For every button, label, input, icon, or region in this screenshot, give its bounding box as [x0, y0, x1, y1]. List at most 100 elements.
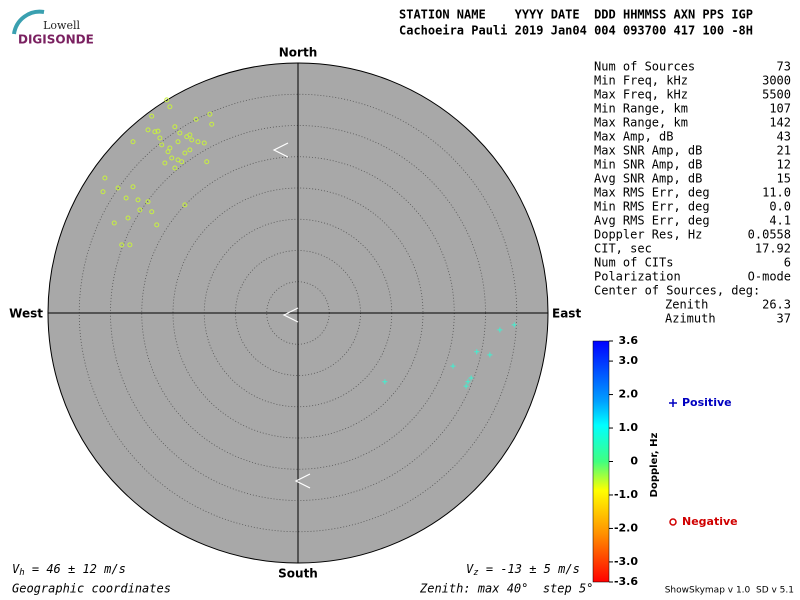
source-point	[189, 137, 195, 143]
source-point	[193, 116, 199, 122]
colorbar-tick-label: -1.0	[614, 488, 638, 501]
source-point	[204, 159, 210, 165]
source-point	[468, 375, 474, 381]
source-point	[207, 111, 213, 117]
source-point	[195, 139, 201, 145]
stat-value: 21	[777, 144, 791, 158]
source-point	[123, 195, 129, 201]
source-point	[137, 207, 143, 213]
header-line: STATION NAME YYYY DATE DDD HHMMSS AXN PP…	[399, 8, 753, 22]
stat-value: 43	[777, 130, 791, 144]
stat-value: 26.3	[762, 298, 791, 312]
version: ShowSkymap v 1.0 SD v 5.1	[665, 586, 794, 596]
source-point	[157, 135, 163, 141]
center-title: Center of Sources, deg:	[594, 284, 760, 298]
stat-value: 3000	[762, 74, 791, 88]
stat-value: 11.0	[762, 186, 791, 200]
stat-label: Avg RMS Err, deg	[594, 214, 710, 228]
direction-label: West	[9, 307, 43, 321]
source-point	[127, 242, 133, 248]
stat-label: Num of Sources	[594, 60, 695, 74]
stat-value: 6	[784, 256, 791, 270]
source-point	[135, 197, 141, 203]
source-point	[155, 128, 161, 134]
colorbar-tick-label: -2.0	[614, 521, 638, 534]
stat-label: Avg SNR Amp, dB	[594, 172, 702, 186]
stat-label: Min Freq, kHz	[594, 74, 688, 88]
stat-value: 0.0558	[748, 228, 791, 242]
source-point	[111, 220, 117, 226]
zenith-note: Zenith: max 40° step 5°	[419, 582, 593, 596]
source-point	[164, 97, 170, 103]
source-point	[152, 129, 158, 135]
stat-label: Max SNR Amp, dB	[594, 144, 702, 158]
source-point	[162, 160, 168, 166]
source-point	[497, 327, 503, 333]
colorbar-tick-label: 3.0	[619, 354, 639, 367]
source-point	[382, 379, 388, 385]
logo-swoosh	[12, 9, 45, 35]
logo-bottom: DIGISONDE	[18, 33, 94, 47]
stat-label: CIT, sec	[594, 242, 652, 256]
colorbar-tick-label: 1.0	[619, 421, 639, 434]
stat-label: Max Freq, kHz	[594, 88, 688, 102]
stat-value: O-mode	[748, 270, 791, 284]
source-point	[201, 140, 207, 146]
drift-arrows	[272, 142, 311, 489]
colorbar	[592, 340, 610, 583]
header-line: Cachoeira Pauli 2019 Jan04 004 093700 41…	[399, 24, 753, 38]
source-point	[125, 215, 131, 221]
stat-label: Max RMS Err, deg	[594, 186, 710, 200]
source-point	[474, 349, 480, 355]
colorbar-tick-label: 2.0	[619, 388, 639, 401]
colorbar-label: Doppler, Hz	[649, 433, 660, 498]
stat-label: Max Amp, dB	[594, 130, 673, 144]
colorbar-tick-label: 3.6	[619, 334, 639, 347]
stat-label: Max Range, km	[594, 116, 688, 130]
stat-value: 5500	[762, 88, 791, 102]
source-point	[100, 189, 106, 195]
colorbar-tick-label: -3.6	[614, 575, 638, 588]
source-point	[450, 363, 456, 369]
source-point	[149, 209, 155, 215]
stat-value: 17.92	[755, 242, 791, 256]
stat-label: Min SNR Amp, dB	[594, 158, 702, 172]
source-point	[165, 149, 171, 155]
source-point	[154, 222, 160, 228]
stat-value: 0.0	[769, 200, 791, 214]
coords-note: Geographic coordinates	[12, 582, 171, 596]
legend-label: Positive	[682, 396, 732, 409]
source-point	[172, 165, 178, 171]
stat-value: 107	[769, 102, 791, 116]
source-point	[130, 184, 136, 190]
source-point	[209, 121, 215, 127]
source-point	[179, 159, 185, 165]
source-point	[175, 139, 181, 145]
source-point	[102, 175, 108, 181]
source-point	[149, 113, 155, 119]
source-point	[465, 379, 471, 385]
vh-label: Vh = 46 ± 12 m/s	[12, 562, 126, 578]
stat-value: 73	[777, 60, 791, 74]
source-point	[130, 139, 136, 145]
source-point	[187, 132, 193, 138]
logo-top: Lowell	[43, 19, 80, 32]
source-point	[463, 383, 469, 389]
stat-value: 37	[777, 312, 791, 326]
source-point	[172, 124, 178, 130]
colorbar-tick-label: -3.0	[614, 555, 638, 568]
source-point	[175, 157, 181, 163]
direction-label: South	[278, 567, 318, 581]
source-point	[167, 104, 173, 110]
stat-label: Min Range, km	[594, 102, 688, 116]
stat-value: 15	[777, 172, 791, 186]
source-point	[167, 145, 173, 151]
source-point	[119, 242, 125, 248]
source-point	[159, 142, 165, 148]
direction-label: East	[552, 307, 581, 321]
source-point	[182, 202, 188, 208]
colorbar-tick-label: 0	[630, 455, 638, 468]
source-point	[169, 155, 175, 161]
vz-label: Vz = -13 ± 5 m/s	[466, 562, 580, 578]
